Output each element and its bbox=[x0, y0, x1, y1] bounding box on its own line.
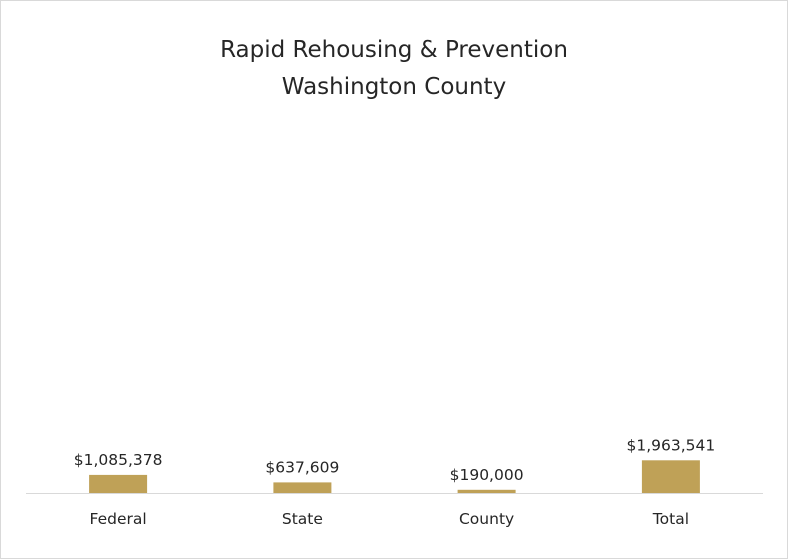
bar-state bbox=[273, 482, 332, 493]
chart-subtitle: Washington County bbox=[281, 74, 507, 100]
data-label-federal: $1,085,378 bbox=[74, 451, 163, 469]
category-label-county: County bbox=[459, 510, 514, 528]
bar-total bbox=[641, 460, 700, 493]
data-label-state: $637,609 bbox=[265, 458, 339, 476]
data-label-total: $1,963,541 bbox=[627, 436, 716, 454]
data-label-county: $190,000 bbox=[450, 466, 524, 484]
category-label-state: State bbox=[282, 510, 323, 528]
bar-county bbox=[457, 489, 516, 493]
category-label-total: Total bbox=[652, 510, 689, 528]
category-label-federal: Federal bbox=[90, 510, 147, 528]
bar-federal bbox=[89, 474, 148, 493]
chart-title: Rapid Rehousing & Prevention bbox=[220, 37, 568, 63]
